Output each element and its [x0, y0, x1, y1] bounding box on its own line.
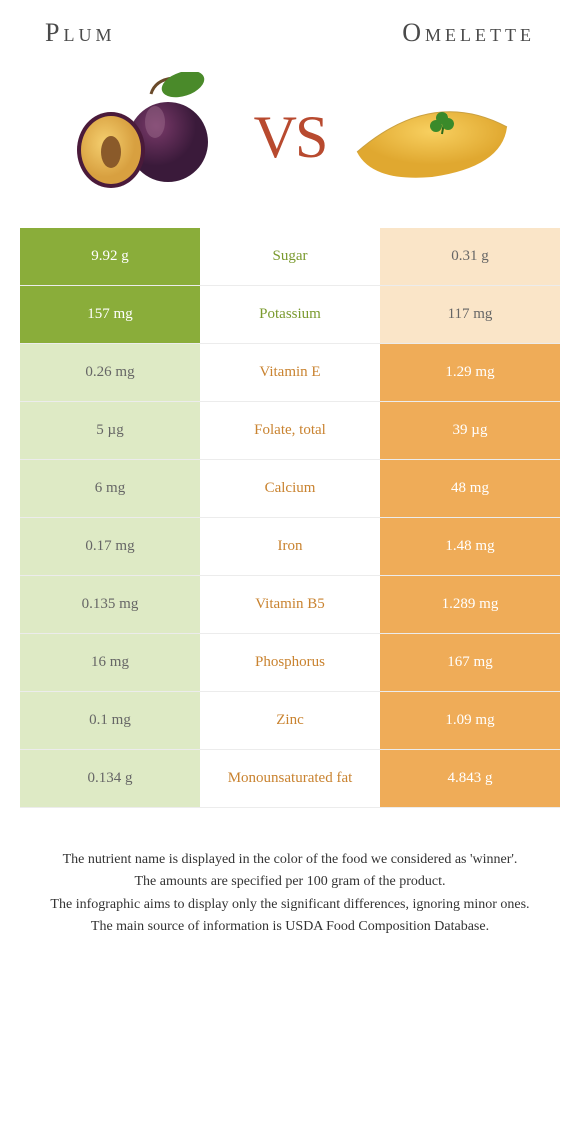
right-value-cell: 1.29 mg: [380, 344, 560, 401]
footer-notes: The nutrient name is displayed in the co…: [0, 808, 580, 937]
left-value-cell: 6 mg: [20, 460, 200, 517]
table-row: 157 mgPotassium117 mg: [20, 286, 560, 344]
footer-line-2: The amounts are specified per 100 gram o…: [32, 872, 548, 892]
left-value-cell: 0.1 mg: [20, 692, 200, 749]
left-value-cell: 0.134 g: [20, 750, 200, 807]
hero-row: VS: [0, 54, 580, 228]
right-value-cell: 1.48 mg: [380, 518, 560, 575]
footer-line-1: The nutrient name is displayed in the co…: [32, 850, 548, 870]
table-row: 0.17 mgIron1.48 mg: [20, 518, 560, 576]
vs-label: VS: [248, 103, 333, 172]
table-row: 9.92 gSugar0.31 g: [20, 228, 560, 286]
plum-image: [58, 72, 238, 202]
footer-line-4: The main source of information is USDA F…: [32, 917, 548, 937]
left-food-title: Plum: [45, 18, 115, 48]
nutrient-name-cell: Sugar: [200, 228, 380, 285]
table-row: 6 mgCalcium48 mg: [20, 460, 560, 518]
left-value-cell: 16 mg: [20, 634, 200, 691]
nutrient-name-cell: Folate, total: [200, 402, 380, 459]
nutrient-name-cell: Monounsaturated fat: [200, 750, 380, 807]
left-value-cell: 9.92 g: [20, 228, 200, 285]
right-value-cell: 1.289 mg: [380, 576, 560, 633]
right-value-cell: 1.09 mg: [380, 692, 560, 749]
omelette-image: [342, 72, 522, 202]
right-value-cell: 39 µg: [380, 402, 560, 459]
right-value-cell: 48 mg: [380, 460, 560, 517]
right-value-cell: 4.843 g: [380, 750, 560, 807]
plum-icon: [63, 72, 233, 202]
nutrient-name-cell: Potassium: [200, 286, 380, 343]
right-value-cell: 167 mg: [380, 634, 560, 691]
nutrient-name-cell: Phosphorus: [200, 634, 380, 691]
nutrient-name-cell: Zinc: [200, 692, 380, 749]
table-row: 16 mgPhosphorus167 mg: [20, 634, 560, 692]
right-value-cell: 0.31 g: [380, 228, 560, 285]
nutrient-name-cell: Vitamin B5: [200, 576, 380, 633]
omelette-icon: [342, 82, 522, 192]
table-row: 0.26 mgVitamin E1.29 mg: [20, 344, 560, 402]
left-value-cell: 0.26 mg: [20, 344, 200, 401]
table-row: 0.1 mgZinc1.09 mg: [20, 692, 560, 750]
nutrient-name-cell: Iron: [200, 518, 380, 575]
left-value-cell: 0.17 mg: [20, 518, 200, 575]
right-food-title: Omelette: [402, 18, 535, 48]
footer-line-3: The infographic aims to display only the…: [32, 895, 548, 915]
header-row: Plum Omelette: [0, 0, 580, 54]
nutrient-name-cell: Calcium: [200, 460, 380, 517]
table-row: 0.135 mgVitamin B51.289 mg: [20, 576, 560, 634]
left-value-cell: 0.135 mg: [20, 576, 200, 633]
left-value-cell: 5 µg: [20, 402, 200, 459]
table-row: 0.134 gMonounsaturated fat4.843 g: [20, 750, 560, 808]
table-row: 5 µgFolate, total39 µg: [20, 402, 560, 460]
nutrient-name-cell: Vitamin E: [200, 344, 380, 401]
right-value-cell: 117 mg: [380, 286, 560, 343]
left-value-cell: 157 mg: [20, 286, 200, 343]
nutrition-table: 9.92 gSugar0.31 g157 mgPotassium117 mg0.…: [20, 228, 560, 808]
